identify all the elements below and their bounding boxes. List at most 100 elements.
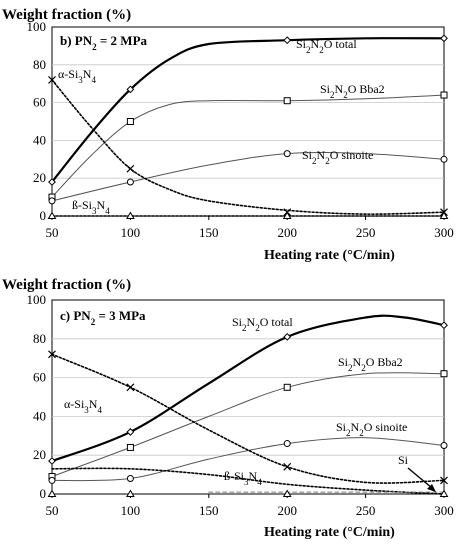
x-tick-label: 250	[356, 225, 376, 240]
x-ticks: 50 100 150 200 250 300	[46, 216, 454, 240]
series-markers	[47, 321, 449, 497]
point-si2n2o-total	[283, 36, 292, 45]
point-si2n2o-sinoite	[126, 474, 134, 482]
point-beta-si3n4	[126, 489, 135, 497]
panel-b: Weight fraction (%) 0 20 40 60 80 100 50 100 15…	[2, 7, 454, 263]
point-si2n2o-total	[48, 178, 56, 186]
y-tick-label: 0	[40, 486, 47, 501]
point-alpha-si3n4	[126, 383, 135, 392]
point-si2n2o-sinoite	[48, 197, 56, 205]
point-si2n2o-sinoite	[283, 150, 291, 158]
line-si2n2o-sinoite	[51, 437, 445, 482]
y-axis-label: Weight fraction (%)	[2, 7, 131, 23]
grid	[52, 64, 444, 179]
label-si2n2o-bba2: Si2N2O Bba2	[338, 355, 403, 373]
point-si2n2o-total	[48, 457, 56, 465]
line-alpha-si3n4	[51, 353, 445, 484]
label-si2n2o-sinoite: Si2N2O sinoite	[302, 148, 373, 166]
point-si2n2o-sinoite	[440, 155, 448, 163]
label-alpha-si3n4: α-Si3N4	[64, 397, 102, 415]
point-beta-si3n4	[282, 211, 292, 219]
plot-frame	[51, 26, 445, 217]
y-tick-label: 60	[33, 95, 46, 110]
x-tick-label: 200	[277, 225, 297, 240]
point-si2n2o-sinoite	[126, 178, 134, 186]
label-beta-si3n4: ß-Si3N4	[224, 469, 262, 487]
si-arrow-line	[407, 467, 433, 489]
line-si2n2o-bba2	[51, 94, 445, 198]
y-tick-label: 60	[33, 370, 46, 385]
label-si2n2o-sinoite: Si2N2O sinoite	[336, 420, 407, 438]
point-si2n2o-bba2	[126, 118, 134, 125]
point-si2n2o-bba2	[283, 97, 291, 105]
x-tick-label: 300	[434, 225, 454, 240]
y-tick-label: 40	[33, 132, 46, 147]
point-si2n2o-bba2	[126, 443, 134, 451]
point-si2n2o-sinoite	[283, 440, 291, 448]
point-si2n2o-sinoite	[48, 476, 56, 484]
condition-label: c) PN2 = 3 MPa	[60, 308, 146, 327]
line-si2n2o-total	[50, 37, 446, 184]
point-si2n2o-bba2	[440, 91, 448, 99]
x-axis-label: Heating rate (°C/min)	[264, 248, 395, 263]
point-beta-si3n4	[126, 211, 135, 219]
y-tick-label: 80	[33, 331, 46, 346]
x-tick-label: 50	[46, 503, 59, 518]
point-alpha-si3n4	[283, 462, 292, 471]
point-si2n2o-bba2	[283, 383, 291, 391]
point-beta-si3n4	[47, 211, 57, 219]
y-ticks: 0 20 40 60 80 100	[27, 292, 47, 501]
y-tick-label: 100	[27, 19, 47, 34]
x-tick-label: 200	[277, 503, 297, 518]
y-tick-label: 80	[33, 57, 46, 72]
line-alpha-si3n4	[51, 79, 445, 215]
point-si2n2o-total	[440, 34, 448, 43]
x-tick-label: 150	[199, 503, 219, 518]
y-tick-label: 100	[27, 292, 47, 307]
point-beta-si3n4	[47, 489, 57, 497]
x-tick-label: 100	[121, 225, 141, 240]
plot-frame	[51, 299, 445, 495]
point-beta-si3n4	[439, 489, 449, 497]
label-si2n2o-total: Si2N2O total	[296, 37, 357, 55]
line-beta-si3n4	[51, 467, 445, 495]
point-beta-si3n4	[282, 489, 292, 497]
y-tick-label: 20	[33, 170, 46, 185]
panel-c: Weight fraction (%) 0 20 40 60 80 100 50 100 15…	[2, 277, 454, 540]
point-beta-si3n4	[439, 211, 449, 219]
point-si2n2o-total	[440, 321, 448, 330]
label-beta-si3n4: ß-Si3N4	[72, 198, 110, 216]
x-axis-label: Heating rate (°C/min)	[264, 525, 395, 540]
point-si2n2o-sinoite	[440, 442, 448, 449]
x-tick-label: 50	[46, 225, 59, 240]
y-tick-label: 0	[40, 208, 47, 223]
y-tick-label: 20	[33, 447, 46, 462]
line-si2n2o-bba2	[51, 372, 445, 477]
label-si: Si	[398, 453, 409, 467]
point-alpha-si3n4	[440, 476, 448, 485]
x-tick-label: 100	[121, 503, 141, 518]
grid	[52, 338, 444, 456]
x-tick-label: 150	[199, 225, 219, 240]
point-alpha-si3n4	[48, 350, 56, 359]
si-arrow-head	[427, 484, 436, 492]
point-si2n2o-bba2	[440, 370, 448, 378]
x-tick-label: 250	[356, 503, 376, 518]
label-si2n2o-total: Si2N2O total	[232, 315, 293, 333]
point-si2n2o-total	[126, 428, 135, 436]
label-alpha-si3n4: α-Si3N4	[58, 67, 96, 85]
point-alpha-si3n4	[126, 164, 135, 173]
point-alpha-si3n4	[48, 75, 56, 84]
y-tick-label: 40	[33, 408, 46, 423]
series-curves	[50, 37, 446, 217]
series-markers	[47, 34, 449, 219]
y-axis-label: Weight fraction (%)	[2, 277, 131, 293]
line-si2n2o-sinoite	[51, 152, 445, 202]
label-si2n2o-bba2: Si2N2O Bba2	[320, 82, 385, 100]
point-si2n2o-total	[126, 85, 135, 94]
point-si2n2o-total	[283, 332, 292, 341]
series-curves	[50, 314, 446, 495]
y-ticks: 0 20 40 60 80 100	[27, 19, 47, 223]
x-tick-label: 300	[434, 503, 454, 518]
